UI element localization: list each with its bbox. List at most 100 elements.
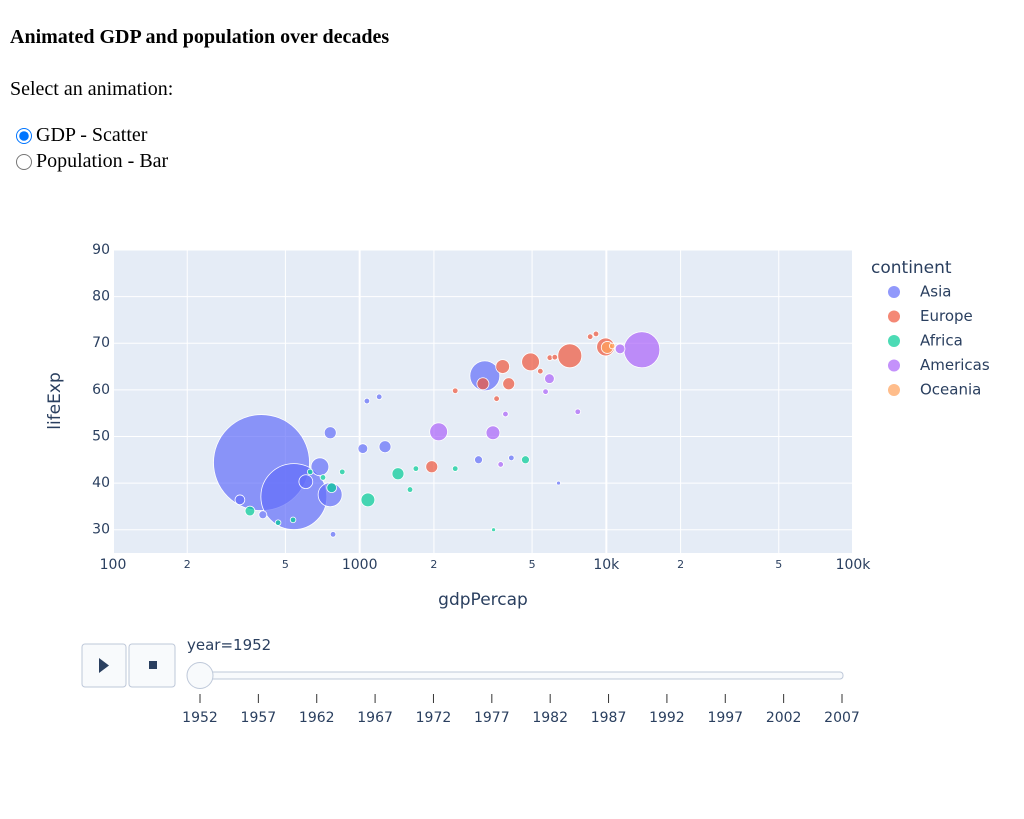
legend-marker (888, 286, 900, 298)
x-tick-label: 5 (282, 558, 289, 571)
prompt: Select an animation: (10, 78, 174, 100)
bubble (537, 367, 544, 375)
slider-prefix: year= (187, 636, 233, 654)
stop-button[interactable] (128, 643, 176, 688)
x-axis-title: gdpPercap (438, 590, 528, 610)
bubble (429, 422, 448, 442)
x-tick-label: 2 (184, 558, 191, 571)
bubble (614, 343, 626, 355)
radio[interactable] (16, 153, 32, 170)
radio[interactable] (16, 127, 32, 144)
y-tick-label: 80 (92, 289, 110, 305)
bubble (451, 465, 459, 472)
legend-marker (888, 384, 900, 396)
y-tick-label: 90 (92, 242, 110, 258)
x-tick-label: 1000 (342, 557, 378, 573)
bubble (274, 519, 282, 526)
plot-area (113, 250, 853, 553)
slider-label: 1972 (416, 710, 452, 726)
slider-current-value: year=1952 (187, 636, 271, 654)
slider-label: 1977 (474, 710, 510, 726)
bubble (574, 408, 582, 415)
bubble (508, 454, 515, 462)
radio-option[interactable]: GDP - Scatter (16, 124, 147, 147)
bubble (556, 480, 561, 486)
bubble (497, 461, 504, 468)
bubble (329, 531, 337, 538)
radio-label: Population - Bar (36, 150, 169, 172)
slider-label: 1957 (241, 710, 277, 726)
bubble (451, 387, 459, 395)
bubble (375, 393, 383, 401)
bubble (406, 486, 414, 493)
y-tick-label: 60 (92, 382, 110, 398)
x-tick-label: 100 (100, 557, 127, 573)
slider-label: 1987 (591, 710, 627, 726)
bubble (326, 482, 337, 494)
legend-label: Oceania (920, 381, 981, 399)
bubble (476, 377, 490, 391)
legend-label: Americas (920, 356, 990, 374)
bubble (363, 397, 371, 405)
slider-label: 1962 (299, 710, 335, 726)
radio-label: GDP - Scatter (36, 124, 148, 146)
slider-rail[interactable] (199, 671, 844, 680)
bubble (502, 410, 509, 418)
slider-label: 1967 (357, 710, 393, 726)
legend-label: Asia (920, 283, 951, 301)
bubble (360, 492, 376, 508)
bubble (544, 373, 555, 384)
x-tick-label: 10k (593, 557, 620, 573)
bubble (244, 505, 256, 517)
legend-marker (888, 310, 900, 323)
slider-label: 1997 (707, 710, 743, 726)
bubble (306, 468, 314, 476)
bubble (557, 343, 583, 369)
bubble (592, 330, 600, 338)
legend-title: continent (871, 258, 952, 278)
y-axis-title: lifeExp (45, 372, 65, 429)
bubble (357, 443, 369, 454)
x-tick-label: 5 (529, 558, 536, 571)
y-tick-label: 50 (92, 428, 110, 444)
y-tick-label: 40 (92, 475, 110, 491)
slider-value: 1952 (233, 636, 271, 654)
legend-label: Africa (920, 332, 963, 350)
bubble (491, 527, 496, 533)
bubble (521, 352, 540, 372)
bubble (298, 474, 314, 490)
slider-handle[interactable] (186, 662, 214, 689)
radio-option[interactable]: Population - Bar (16, 150, 168, 173)
slider-label: 2007 (824, 710, 860, 726)
bubble (493, 395, 500, 402)
slider-label: 1982 (532, 710, 568, 726)
bubble (623, 331, 661, 369)
slider-label: 1952 (182, 710, 218, 726)
slider-label: 2002 (766, 710, 802, 726)
bubble (485, 425, 501, 441)
legend-marker (888, 359, 900, 372)
bubble (310, 457, 330, 477)
bubble (234, 494, 246, 506)
bubble (323, 426, 337, 440)
bubble (542, 388, 549, 395)
x-tick-label: 5 (775, 558, 782, 571)
bubble (258, 510, 268, 520)
legend-marker (888, 335, 900, 347)
legend-label: Europe (920, 307, 973, 325)
bubble (495, 359, 511, 374)
page-title: Animated GDP and population over decades (10, 26, 390, 48)
bubble (289, 516, 297, 524)
bubble (551, 353, 559, 361)
bubble (391, 467, 405, 481)
bubble (319, 474, 327, 481)
play-button[interactable] (81, 643, 127, 688)
slider-label: 1992 (649, 710, 685, 726)
x-tick-label: 2 (677, 558, 684, 571)
bubble (425, 460, 439, 474)
bubble (378, 440, 392, 454)
bubble (586, 333, 594, 340)
x-tick-label: 2 (430, 558, 437, 571)
